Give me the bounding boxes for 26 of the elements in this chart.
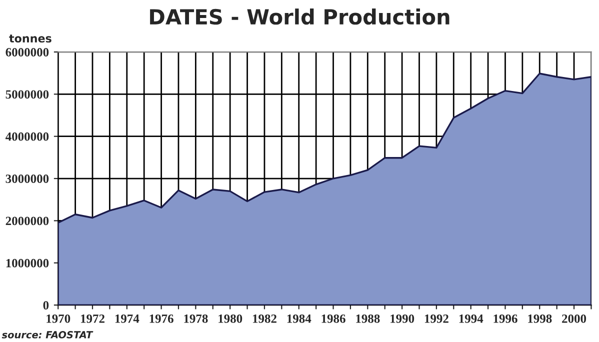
y-tick-label: 4000000 — [5, 132, 49, 141]
y-tick-label: 5000000 — [6, 90, 49, 99]
x-tick-label: 1982 — [252, 314, 276, 323]
y-tick-label: 3000000 — [6, 174, 49, 183]
x-tick-label: 1998 — [528, 314, 552, 323]
x-tick-label: 1996 — [494, 314, 518, 323]
x-tick-label: 1978 — [184, 314, 208, 323]
x-tick-label: 1992 — [424, 314, 448, 323]
chart-title: DATES - World Production — [150, 8, 450, 25]
y-tick-label: 1000000 — [6, 258, 49, 268]
x-tick-label: 1990 — [390, 314, 414, 323]
source-note: source: FAOSTAT — [2, 331, 94, 338]
x-tick-label: 1970 — [46, 314, 70, 323]
x-tick-label: 1988 — [356, 314, 380, 323]
x-tick-label: 1980 — [218, 314, 242, 323]
x-tick-label: 1972 — [81, 314, 104, 323]
y-tick-label: 0 — [43, 301, 49, 310]
x-tick-label: 2000 — [562, 314, 586, 323]
x-tick-label: 1994 — [459, 314, 484, 323]
y-tick-label: 6000000 — [6, 48, 49, 56]
y-axis-title: tonnes — [9, 34, 52, 43]
x-tick-label: 1986 — [322, 314, 346, 323]
x-tick-label: 1974 — [115, 314, 140, 323]
y-tick-label: 2000000 — [6, 216, 49, 226]
x-tick-label: 1984 — [287, 314, 312, 323]
x-tick-label: 1976 — [150, 314, 174, 323]
